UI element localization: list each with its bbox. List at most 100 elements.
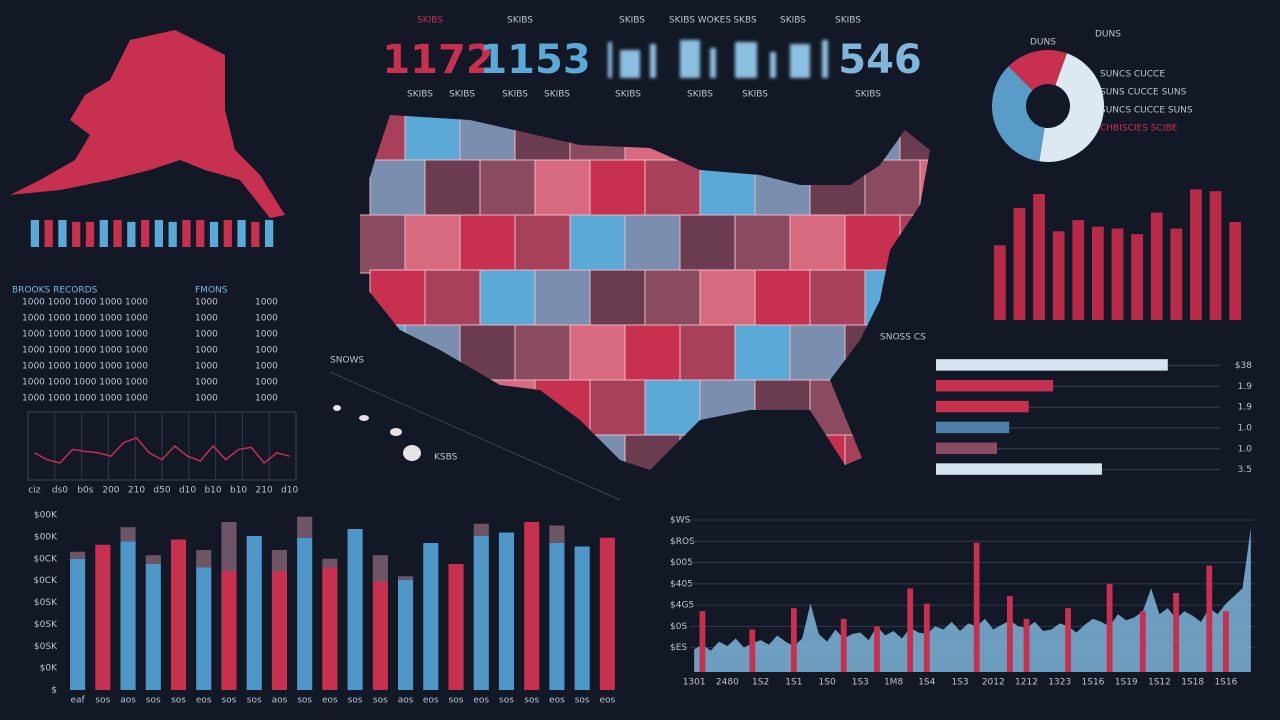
state — [644, 159, 704, 219]
spike — [1023, 618, 1030, 672]
bar — [113, 219, 122, 247]
y-tick-label: $ROS — [670, 537, 695, 547]
bar — [196, 550, 212, 568]
x-tick-label: 1S4 — [918, 678, 935, 688]
kpi-sublabel: SKIBS — [615, 90, 641, 100]
bar — [30, 219, 40, 247]
x-tick-label: eaf — [70, 696, 85, 706]
bar — [549, 543, 565, 690]
y-tick-label: $0K — [40, 664, 58, 674]
table-cell: 1000 — [255, 314, 278, 324]
x-tick-label: 1323 — [1048, 678, 1071, 688]
y-tick-label: $ — [51, 686, 57, 696]
spike — [1173, 592, 1179, 672]
state — [424, 269, 484, 329]
bar — [209, 221, 219, 247]
x-tick-label: 1S16 — [1214, 678, 1237, 688]
x-tick-label: eos — [196, 696, 212, 706]
side-label: SUNCS CUCCE SUNS — [1100, 106, 1193, 116]
bar — [1013, 208, 1026, 320]
state — [754, 269, 814, 329]
bar — [99, 219, 108, 247]
table-cell: 1000 1000 1000 1000 1000 — [22, 378, 148, 388]
bar — [347, 529, 363, 690]
header-label: SKIBS WOKES — [669, 16, 731, 26]
bar — [154, 219, 164, 247]
bar — [196, 219, 205, 247]
bar — [237, 219, 246, 247]
state — [679, 324, 739, 384]
alaska — [10, 30, 285, 218]
y-tick-label: $00K — [34, 511, 58, 521]
x-tick-label: 1212 — [1015, 678, 1038, 688]
x-tick-label: sos — [95, 696, 110, 706]
x-tick-label: 2480 — [716, 678, 739, 688]
x-tick-label: eos — [473, 696, 489, 706]
table-cell: 1000 — [255, 394, 278, 404]
x-tick-label: sos — [524, 696, 539, 706]
x-tick-label: 200 — [102, 486, 119, 496]
state — [789, 214, 849, 274]
state — [644, 269, 704, 329]
state — [514, 324, 574, 384]
table-cell: 1000 1000 1000 1000 1000 — [22, 298, 148, 308]
bar — [95, 544, 111, 690]
bar — [574, 546, 590, 690]
bar — [423, 543, 439, 690]
bar — [168, 221, 177, 247]
spike — [1139, 611, 1146, 672]
table-cell: 1000 — [195, 298, 218, 308]
x-tick-label: eos — [600, 696, 616, 706]
state — [459, 214, 519, 274]
bar — [936, 380, 1054, 392]
bar — [70, 558, 86, 690]
bar — [145, 564, 161, 690]
bar-label: 1.9 — [1238, 382, 1253, 392]
kpi-sublabel: SKIBS — [502, 90, 528, 100]
spike — [1223, 611, 1229, 672]
bar-label: 1.0 — [1238, 423, 1253, 433]
bar — [473, 536, 489, 690]
bar — [398, 579, 414, 690]
header-label: SKIBS — [619, 16, 645, 26]
state — [734, 324, 794, 384]
table-cell: 1000 1000 1000 1000 1000 — [22, 314, 148, 324]
bar — [549, 525, 565, 543]
spike — [749, 629, 756, 672]
table-cell: 1000 — [255, 298, 278, 308]
side-label: SUNS CUCCE SUNS — [1100, 88, 1187, 98]
bar — [1229, 222, 1242, 320]
x-tick-label: 1S0 — [819, 678, 836, 688]
state — [679, 214, 739, 274]
spike — [1206, 565, 1213, 672]
bar — [44, 219, 53, 247]
bar — [127, 221, 136, 247]
bar — [1150, 212, 1163, 320]
bar — [271, 550, 287, 571]
table-cell: 1000 — [195, 362, 218, 372]
table-cell: 1000 1000 1000 1000 1000 — [22, 346, 148, 356]
x-tick-label: d50 — [153, 486, 170, 496]
bar — [1072, 220, 1085, 320]
bar — [936, 400, 1029, 413]
bar — [140, 219, 150, 247]
spike — [1065, 608, 1071, 672]
state — [479, 269, 539, 329]
map-label: KSBS — [434, 453, 458, 463]
state — [404, 214, 464, 274]
bar — [70, 551, 86, 559]
table-cell: 1000 — [195, 394, 218, 404]
x-tick-label: b10 — [204, 486, 221, 496]
kpi-value: 1172 — [382, 37, 493, 83]
x-tick-label: b0s — [77, 486, 93, 496]
bar-label: $38 — [1235, 361, 1252, 371]
bar — [599, 537, 615, 690]
table-cell: 1000 — [255, 346, 278, 356]
spike — [874, 626, 880, 672]
bar — [223, 219, 232, 247]
state — [624, 324, 684, 384]
bar — [1170, 228, 1183, 320]
bar — [297, 516, 313, 538]
state — [569, 214, 629, 274]
